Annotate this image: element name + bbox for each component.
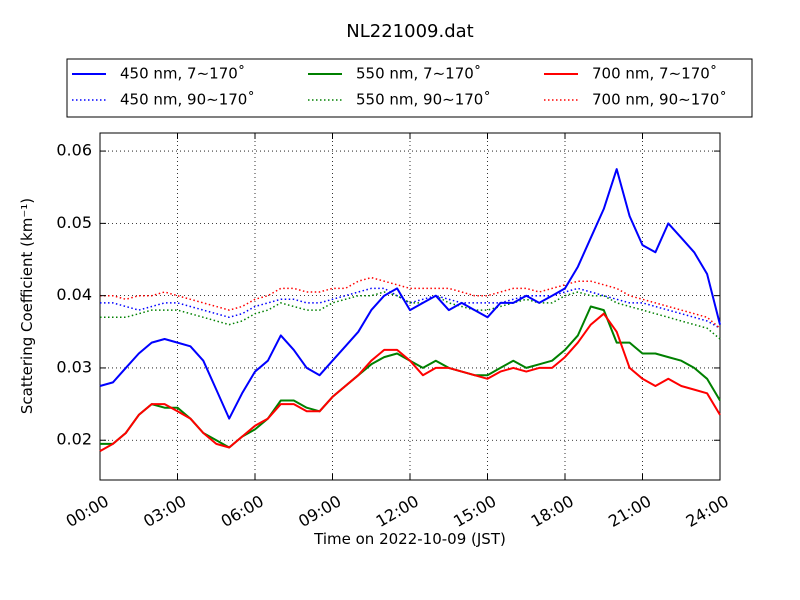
x-tick-label: 00:00 bbox=[63, 491, 112, 531]
x-tick-label: 21:00 bbox=[605, 491, 654, 531]
x-tick-label: 06:00 bbox=[218, 491, 267, 531]
series-line bbox=[99, 312, 721, 452]
grid-lines bbox=[100, 133, 720, 480]
legend-box bbox=[66, 58, 753, 118]
x-tick-label: 18:00 bbox=[528, 491, 577, 531]
series-lines bbox=[99, 168, 721, 452]
y-tick-label: 0.04 bbox=[56, 285, 92, 304]
legend-label: 550 nm, 7∼170˚ bbox=[356, 65, 481, 83]
x-tick-label: 12:00 bbox=[373, 491, 422, 531]
x-tick-label: 03:00 bbox=[140, 491, 189, 531]
legend-label: 450 nm, 90∼170˚ bbox=[120, 91, 255, 109]
x-tick-label: 15:00 bbox=[450, 491, 499, 531]
y-tick-label: 0.03 bbox=[56, 357, 92, 376]
x-tick-label: 24:00 bbox=[683, 491, 732, 531]
chart-title: NL221009.dat bbox=[346, 21, 473, 42]
x-tick-label: 09:00 bbox=[295, 491, 344, 531]
legend-label: 450 nm, 7∼170˚ bbox=[120, 65, 245, 83]
legend: 450 nm, 7∼170˚ 450 nm, 90∼170˚ 550 nm, 7∼1… bbox=[66, 58, 753, 118]
y-tick-label: 0.05 bbox=[56, 213, 92, 232]
axis-ticks: 00:00 03:00 06:00 09:00 12:00 15:00 18:00 21:00… bbox=[56, 133, 732, 531]
legend-label: 700 nm, 7∼170˚ bbox=[592, 65, 717, 83]
x-axis-label: Time on 2022-10-09 (JST) bbox=[313, 530, 506, 548]
y-tick-label: 0.02 bbox=[56, 430, 92, 449]
y-axis-label: Scattering Coefficient (km⁻¹) bbox=[18, 198, 36, 414]
y-tick-label: 0.06 bbox=[56, 141, 92, 160]
legend-label: 550 nm, 90∼170˚ bbox=[356, 91, 491, 109]
series-line bbox=[99, 168, 721, 420]
series-line bbox=[100, 291, 721, 340]
legend-label: 700 nm, 90∼170˚ bbox=[592, 91, 727, 109]
